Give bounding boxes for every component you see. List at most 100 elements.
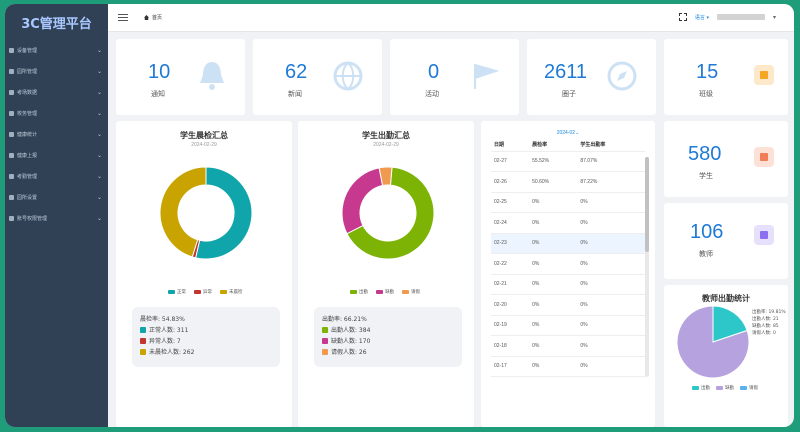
menu-icon: [9, 153, 14, 158]
daily-rate-table-card: 2024-02⌄ 日期 晨检率 学生出勤率 02-27 55.52% 87.07% 0…: [481, 121, 655, 427]
sidebar-item[interactable]: 账号权限管理 ⌄: [5, 208, 108, 229]
attendance-donut-chart: [341, 166, 435, 260]
chevron-down-icon: ⌄: [96, 47, 102, 54]
pie-slice-请假[interactable]: [378, 166, 393, 187]
table-row[interactable]: 02-23 0% 0%: [491, 233, 645, 254]
pie-slice-出勤[interactable]: [346, 166, 435, 260]
sidebar-item-label: 园所设置: [17, 195, 38, 201]
stat-card-news[interactable]: 62 新闻: [253, 39, 382, 115]
stat-value: 15: [696, 61, 719, 83]
table-cell: 02-26: [491, 171, 530, 193]
table-cell: 02-17: [491, 356, 530, 377]
table-cell: 02-22: [491, 253, 530, 275]
hamburger-icon[interactable]: [118, 14, 128, 21]
menu-icon: [9, 111, 14, 116]
legend-label[interactable]: 出勤: [701, 386, 710, 391]
table-cell: 02-21: [491, 274, 530, 295]
summary-absent: 缺勤人数: 170: [331, 338, 371, 345]
menu-icon: [9, 132, 14, 137]
sidebar-item[interactable]: 考场数据 ⌄: [5, 82, 108, 103]
legend-label[interactable]: 异常: [203, 290, 212, 295]
fullscreen-icon[interactable]: [678, 13, 687, 21]
legend-label[interactable]: 未晨检: [229, 290, 243, 295]
user-chevron-icon[interactable]: ▾: [772, 14, 776, 21]
menu-icon: [9, 48, 14, 53]
sidebar-item[interactable]: 园所设置 ⌄: [5, 187, 108, 208]
sidebar: 3C管理平台 设备管理 ⌄ 园所管理 ⌄ 考场数据 ⌄ 校务管理 ⌄ 健康统计 ⌄ 健康上报 ⌄ 考勤管…: [5, 4, 108, 427]
summary-leave: 请假人数: 26: [331, 349, 367, 356]
month-chevron-icon: ⌄: [575, 130, 580, 136]
stat-label: 学生: [699, 172, 713, 180]
pie-slice-正常[interactable]: [195, 166, 253, 260]
stat-value: 62: [285, 61, 308, 83]
stat-card-notices[interactable]: 10 通知: [116, 39, 245, 115]
menu-icon: [9, 195, 14, 200]
breadcrumb-home[interactable]: 首页: [152, 15, 163, 21]
sidebar-item[interactable]: 考勤管理 ⌄: [5, 166, 108, 187]
summary-present: 出勤人数: 384: [331, 327, 371, 334]
chevron-down-icon: ⌄: [96, 131, 102, 138]
stat-card-teachers[interactable]: 106 教师: [664, 203, 788, 279]
table-cell: 02-19: [491, 315, 530, 336]
sidebar-item[interactable]: 校务管理 ⌄: [5, 103, 108, 124]
legend-label[interactable]: 缺勤: [385, 290, 394, 295]
sidebar-item-label: 园所管理: [17, 69, 38, 75]
top-bar: 首页 语言 ▾ ▾: [108, 4, 794, 32]
scrollbar-thumb[interactable]: [645, 157, 649, 252]
legend-label[interactable]: 出勤: [359, 290, 368, 295]
legend-swatch: [692, 386, 699, 390]
stat-card-students[interactable]: 580 学生: [664, 121, 788, 197]
summary-unchecked: 未晨检人数: 262: [149, 349, 195, 356]
table-cell: 02-20: [491, 294, 530, 316]
table-row[interactable]: 02-25 0% 0%: [491, 192, 645, 213]
summary-swatch: [140, 337, 146, 344]
table-row[interactable]: 02-18 0% 0%: [491, 335, 645, 357]
table-row[interactable]: 02-21 0% 0%: [491, 274, 645, 295]
table-row[interactable]: 02-17 0% 0%: [491, 356, 645, 377]
table-row[interactable]: 02-26 50.60% 87.22%: [491, 171, 645, 193]
table-cell: 0%: [577, 233, 645, 254]
table-row[interactable]: 02-22 0% 0%: [491, 253, 645, 275]
table-row[interactable]: 02-19 0% 0%: [491, 315, 645, 336]
summary-swatch: [322, 326, 328, 333]
class-icon: [754, 65, 774, 85]
stat-value: 0: [428, 61, 440, 83]
legend-label[interactable]: 请假: [411, 290, 420, 295]
morning-check-panel: 学生晨检汇总 2024-02-29 正常 异常 未晨检 晨检率: 54.83% …: [116, 121, 292, 427]
table-cell: 0%: [529, 356, 578, 377]
legend-swatch: [220, 290, 227, 294]
sidebar-item-label: 考勤管理: [17, 174, 38, 180]
sidebar-item[interactable]: 健康上报 ⌄: [5, 145, 108, 166]
sidebar-item[interactable]: 设备管理 ⌄: [5, 40, 108, 61]
morning-check-donut-chart: [159, 166, 253, 260]
table-cell: 0%: [577, 253, 645, 275]
compass-icon: [607, 61, 637, 91]
pie-slice-未晨检[interactable]: [159, 166, 207, 258]
table-row[interactable]: 02-20 0% 0%: [491, 294, 645, 316]
language-label: 语言: [694, 14, 705, 21]
legend-swatch: [716, 386, 723, 390]
table-row[interactable]: 02-24 0% 0%: [491, 212, 645, 234]
table-cell: 0%: [577, 192, 645, 213]
language-select[interactable]: 语言 ▾: [695, 14, 709, 21]
month-picker[interactable]: 2024-02⌄: [481, 130, 655, 136]
stat-card-classes[interactable]: 15 班级: [664, 39, 788, 115]
user-name-redacted[interactable]: [716, 14, 765, 20]
stat-card-activities[interactable]: 0 活动: [390, 39, 519, 115]
sidebar-item-label: 校务管理: [17, 111, 38, 117]
sidebar-item[interactable]: 园所管理 ⌄: [5, 61, 108, 82]
summary-normal: 正常人数: 311: [149, 327, 189, 334]
sidebar-item-label: 健康统计: [17, 132, 38, 138]
legend-label[interactable]: 正常: [177, 290, 186, 295]
legend-label[interactable]: 缺勤: [725, 386, 734, 391]
chevron-down-icon: ⌄: [96, 110, 102, 117]
pie-slice-缺勤[interactable]: [676, 305, 750, 379]
pie-slice-缺勤[interactable]: [341, 167, 384, 235]
table-cell: 55.52%: [529, 151, 578, 172]
table-cell: 02-23: [491, 233, 530, 254]
stat-card-circles[interactable]: 2611 圈子: [527, 39, 656, 115]
table-scrollbar[interactable]: [645, 157, 649, 377]
sidebar-item[interactable]: 健康统计 ⌄: [5, 124, 108, 145]
table-row[interactable]: 02-27 55.52% 87.07%: [491, 151, 645, 172]
legend-label[interactable]: 请假: [749, 386, 758, 391]
